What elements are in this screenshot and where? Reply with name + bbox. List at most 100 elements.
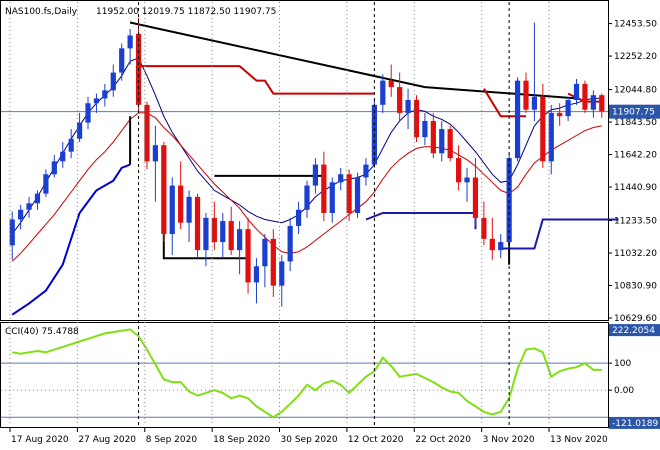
candle-18	[161, 141, 167, 243]
candle-body-21	[186, 196, 192, 223]
candle-21	[186, 190, 192, 243]
candle-55	[472, 158, 479, 226]
candle-body-70	[599, 95, 605, 112]
candle-body-18	[161, 145, 167, 234]
last-price-badge	[609, 104, 660, 119]
candle-58	[498, 233, 504, 259]
date-tick-label-7: 3 Nov 2020	[483, 435, 535, 445]
candle-24	[211, 201, 217, 251]
candle-30	[262, 233, 268, 288]
candle-13	[119, 43, 125, 81]
price-tick-label-1: 12252.20	[614, 52, 657, 62]
candle-body-50	[430, 120, 436, 154]
candle-42	[363, 158, 369, 186]
candle-body-17	[152, 145, 159, 162]
price-tick-label-2: 12044.80	[614, 86, 657, 96]
candle-body-38	[329, 182, 335, 214]
candle-65	[557, 103, 563, 126]
candle-47	[405, 88, 411, 130]
date-tick-label-3: 18 Sep 2020	[213, 435, 270, 445]
candle-37	[321, 151, 327, 222]
moving-average-line-1	[11, 112, 602, 262]
cci-title: CCI(40) 75.4788	[5, 327, 79, 337]
candle-body-27	[237, 229, 243, 251]
overlay-line-5	[138, 65, 375, 95]
candle-48	[413, 95, 420, 142]
candle-63	[540, 83, 546, 168]
candle-body-45	[388, 80, 394, 88]
candle-46	[397, 72, 403, 121]
candle-22	[194, 193, 201, 259]
candle-11	[102, 83, 108, 107]
candle-body-24	[211, 217, 217, 243]
candle-64	[548, 104, 554, 175]
candle-body-8	[76, 122, 83, 139]
candle-60	[514, 77, 521, 162]
candle-20	[178, 161, 184, 230]
candle-10	[93, 93, 100, 113]
candle-body-3	[34, 193, 41, 204]
candle-body-13	[119, 48, 125, 73]
candle-25	[220, 213, 226, 259]
candle-body-65	[557, 112, 563, 117]
candle-body-6	[60, 151, 66, 162]
candle-49	[422, 112, 428, 146]
candle-17	[152, 125, 159, 202]
cci-tick-label-1: 100	[614, 359, 631, 369]
candle-body-35	[304, 185, 310, 210]
candle-40	[346, 169, 352, 222]
candle-6	[60, 141, 66, 168]
candle-body-57	[489, 238, 495, 251]
candle-body-14	[127, 35, 133, 49]
candle-body-66	[565, 100, 571, 117]
candle-61	[523, 72, 529, 113]
candle-body-5	[51, 161, 57, 175]
candle-body-55	[472, 177, 479, 218]
candle-body-34	[295, 209, 302, 226]
candle-body-19	[169, 185, 175, 234]
date-tick-label-8: 13 Nov 2020	[550, 435, 608, 445]
candle-body-25	[220, 221, 226, 243]
candle-body-46	[397, 87, 403, 113]
candle-body-47	[405, 100, 411, 113]
candle-body-39	[338, 174, 344, 183]
candle-body-37	[321, 164, 327, 214]
candle-body-48	[413, 100, 420, 138]
candle-body-12	[110, 72, 116, 91]
candle-body-64	[548, 112, 554, 162]
ohlc-header: 11952.00 12019.75 11872.50 11907.75	[96, 7, 276, 17]
date-tick-label-0: 17 Aug 2020	[11, 435, 69, 445]
candle-62	[531, 22, 538, 121]
candle-56	[481, 201, 487, 246]
candle-57	[489, 217, 495, 260]
candle-54	[464, 167, 470, 202]
candle-body-53	[455, 158, 462, 183]
date-tick-label-6: 22 Oct 2020	[415, 435, 471, 445]
candle-body-31	[270, 238, 276, 286]
candle-36	[312, 158, 319, 194]
candle-body-61	[523, 80, 529, 110]
price-tick-label-0: 12453.50	[614, 20, 657, 30]
candle-28	[245, 217, 251, 294]
cci-line-0	[12, 328, 602, 419]
candle-body-60	[514, 80, 521, 159]
candle-19	[169, 177, 175, 255]
cci-indicator-panel	[1, 328, 608, 419]
candle-50	[430, 112, 436, 159]
candle-body-42	[363, 164, 369, 178]
candle-body-33	[287, 225, 293, 262]
candle-body-23	[203, 217, 209, 251]
candle-7	[68, 129, 74, 159]
candle-0	[9, 211, 15, 260]
candle-38	[329, 177, 335, 223]
candle-body-49	[422, 120, 428, 138]
candle-body-44	[380, 80, 386, 105]
candle-body-1	[18, 209, 24, 220]
candle-body-29	[253, 266, 260, 283]
candle-body-4	[43, 174, 49, 194]
date-tick-label-1: 27 Aug 2020	[78, 435, 136, 445]
candle-body-41	[354, 177, 361, 214]
candle-body-16	[144, 104, 150, 162]
candle-69	[590, 90, 596, 118]
